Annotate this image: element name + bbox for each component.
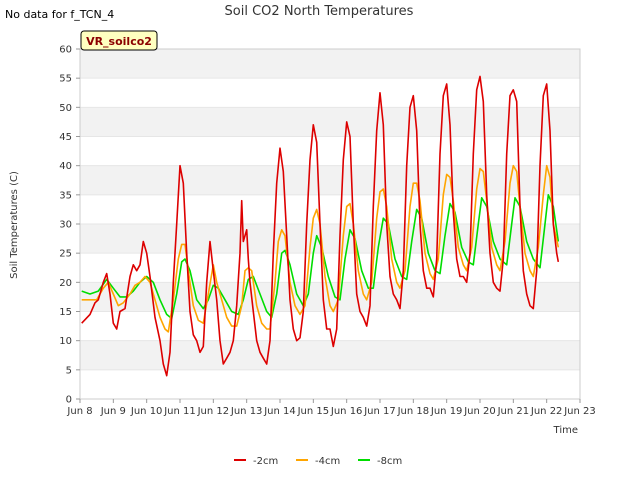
x-tick-label: Jun 9 xyxy=(100,406,126,417)
legend: -2cm -4cm -8cm xyxy=(234,456,402,467)
y-tick-label: 60 xyxy=(59,45,72,56)
badge-box xyxy=(80,30,158,51)
x-tick-label: Jun 17 xyxy=(363,406,396,417)
y-tick-label: 25 xyxy=(59,249,72,260)
y-tick-label: 50 xyxy=(59,103,72,114)
y-axis-label: Soil Temperatures (C) xyxy=(9,171,20,279)
y-tick-label: 40 xyxy=(59,161,72,172)
series-layer xyxy=(81,75,560,377)
grid-band xyxy=(80,165,580,195)
x-tick-label: Jun 12 xyxy=(197,406,230,417)
grid-band xyxy=(80,49,580,79)
x-tick-label: Jun 15 xyxy=(297,406,330,417)
x-tick-label: Jun 8 xyxy=(66,406,92,417)
x-axis-label: Time xyxy=(553,425,578,436)
y-axis-ticks: 0 5 10 15 20 25 30 35 40 45 50 55 60 xyxy=(59,45,80,406)
grid-band xyxy=(80,107,580,137)
y-tick-label: 15 xyxy=(59,307,72,318)
grid-band xyxy=(80,253,580,283)
x-tick-label: Jun 23 xyxy=(563,406,596,417)
y-tick-label: 0 xyxy=(66,395,72,406)
no-data-note: No data for f_TCN_4 xyxy=(5,8,114,21)
chart-title: Soil CO2 North Temperatures xyxy=(225,4,414,19)
x-axis-ticks: Jun 8 Jun 9 Jun 10 Jun 11 Jun 12 Jun 13 Jun 14… xyxy=(66,399,596,417)
y-tick-label: 45 xyxy=(59,132,72,143)
x-tick-label: Jun 10 xyxy=(130,406,163,417)
x-tick-label: Jun 20 xyxy=(463,406,496,417)
x-tick-label: Jun 21 xyxy=(497,406,530,417)
series-line-8cmcm xyxy=(81,194,560,320)
x-tick-label: Jun 16 xyxy=(330,406,363,417)
grid-band xyxy=(80,369,580,399)
x-tick-label: Jun 11 xyxy=(163,406,196,417)
series-line-4cmcm xyxy=(81,164,560,333)
x-tick-label: Jun 13 xyxy=(230,406,263,417)
series-line-2cmcm xyxy=(81,75,560,377)
y-tick-label: 35 xyxy=(59,190,72,201)
grid-band xyxy=(80,194,580,224)
grid-band xyxy=(80,340,580,370)
grid-band xyxy=(80,136,580,166)
y-tick-label: 30 xyxy=(59,220,72,231)
legend-entry: -2cm xyxy=(253,456,278,467)
y-tick-label: 55 xyxy=(59,74,72,85)
y-tick-label: 10 xyxy=(59,336,72,347)
legend-entry: -4cm xyxy=(315,456,340,467)
grid-band xyxy=(80,78,580,108)
x-tick-label: Jun 19 xyxy=(430,406,463,417)
y-tick-label: 5 xyxy=(66,365,72,376)
y-tick-label: 20 xyxy=(59,278,72,289)
x-tick-label: Jun 22 xyxy=(530,406,563,417)
badge-text: VR_soilco2 xyxy=(86,35,152,48)
legend-entry: -8cm xyxy=(377,456,402,467)
badge-vr-soilco2: VR_soilco2 xyxy=(80,30,158,51)
x-tick-label: Jun 18 xyxy=(397,406,430,417)
x-tick-label: Jun 14 xyxy=(263,406,296,417)
